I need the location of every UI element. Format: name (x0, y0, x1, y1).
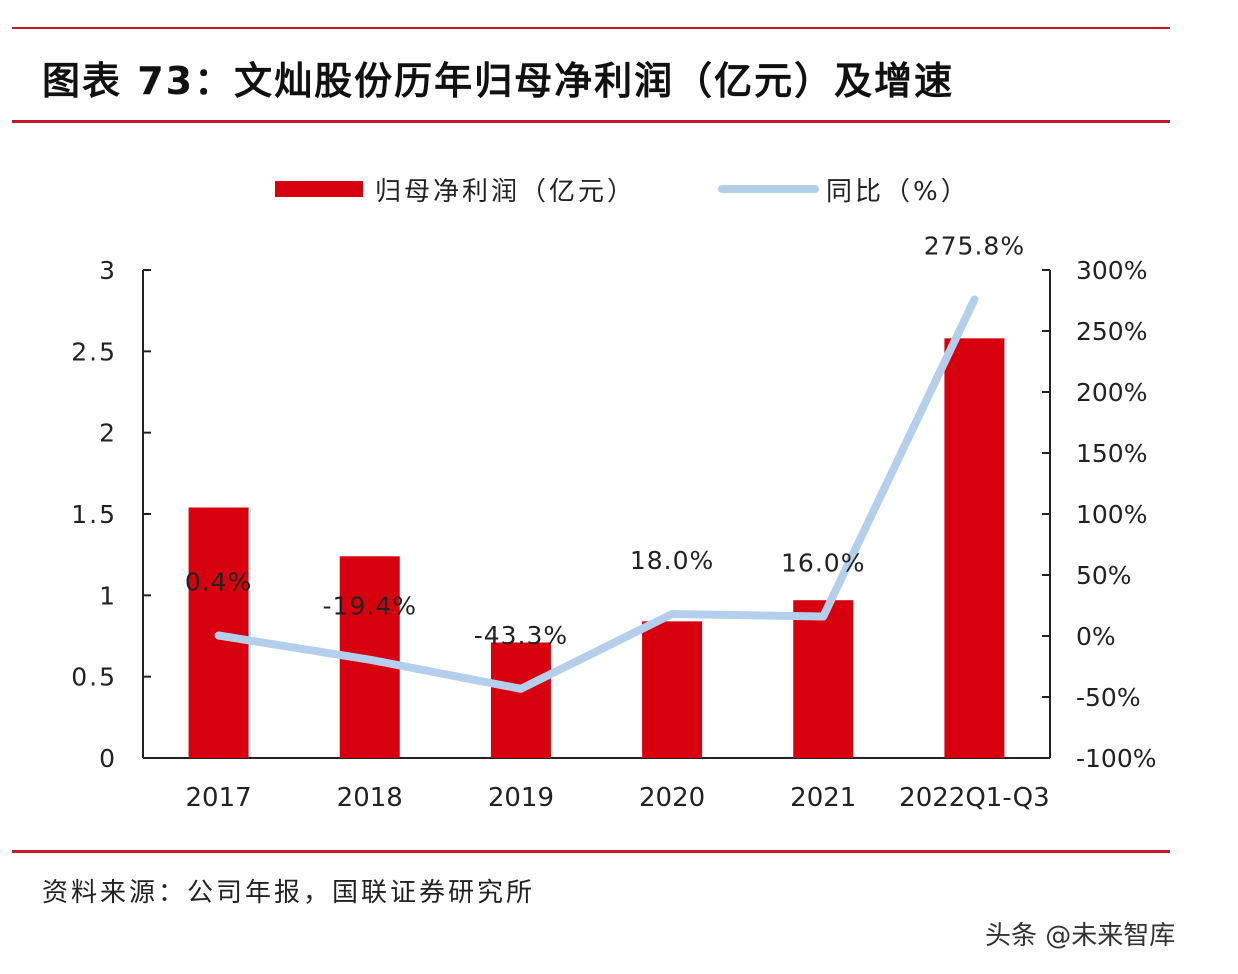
growth-data-label: -19.4% (323, 592, 417, 621)
right-tick-label: -50% (1076, 683, 1141, 712)
bottom-rule (12, 850, 1170, 853)
chart: 归母净利润（亿元） 同比（%） 0 0.5 1 1.5 2 2.5 3 -100% -50% 0%… (71, 177, 1157, 813)
left-tick-label: 0 (99, 744, 117, 773)
right-tick-label: 50% (1076, 561, 1132, 590)
bar-2021 (793, 600, 854, 758)
legend-line-label: 同比（%） (826, 177, 970, 207)
source-note: 资料来源：公司年报，国联证券研究所 (42, 878, 536, 908)
growth-point-2020 (671, 613, 674, 616)
left-tick-label: 1 (99, 581, 117, 610)
x-tick-label: 2017 (185, 783, 251, 813)
growth-data-label: 18.0% (630, 546, 714, 575)
right-tick-label: 300% (1076, 256, 1147, 285)
growth-point-2019 (519, 687, 522, 690)
right-tick-label: 0% (1076, 622, 1116, 651)
left-tick-label: 3 (99, 256, 117, 285)
bar-2022Q1-Q3 (944, 338, 1005, 758)
growth-point-2017 (217, 634, 220, 637)
right-tick-label: 150% (1076, 439, 1147, 468)
x-tick-label: 2022Q1-Q3 (899, 783, 1050, 813)
right-tick-label: 100% (1076, 500, 1147, 529)
x-tick-label: 2018 (337, 783, 403, 813)
left-tick-label: 2 (99, 419, 117, 448)
legend-bar-label: 归母净利润（亿元） (375, 177, 636, 207)
chart-title: 图表 73：文灿股份历年归母净利润（亿元）及增速 (42, 59, 955, 103)
growth-data-label: 0.4% (185, 568, 253, 597)
legend: 归母净利润（亿元） 同比（%） (275, 177, 970, 207)
left-tick-label: 0.5 (71, 663, 117, 692)
growth-data-label: 16.0% (781, 548, 865, 577)
left-tick-label: 1.5 (71, 500, 117, 529)
growth-point-2018 (368, 658, 371, 661)
top-rule (12, 27, 1170, 29)
bar-2020 (642, 621, 703, 758)
growth-point-2021 (822, 615, 825, 618)
growth-point-2022Q1-Q3 (973, 298, 976, 301)
growth-data-label: 275.8% (924, 232, 1025, 261)
right-tick-label: -100% (1076, 744, 1157, 773)
right-tick-label: 200% (1076, 378, 1147, 407)
x-tick-label: 2021 (790, 783, 856, 813)
growth-line (214, 295, 979, 693)
left-tick-label: 2.5 (71, 337, 117, 366)
bar-2019 (490, 642, 551, 758)
watermark: 头条 @未来智库 (985, 921, 1176, 951)
x-tick-label: 2020 (639, 783, 705, 813)
title-rule (12, 120, 1170, 123)
legend-bar-swatch (275, 181, 363, 197)
right-tick-label: 250% (1076, 317, 1147, 346)
growth-data-label: -43.3% (474, 621, 568, 650)
x-tick-label: 2019 (488, 783, 554, 813)
